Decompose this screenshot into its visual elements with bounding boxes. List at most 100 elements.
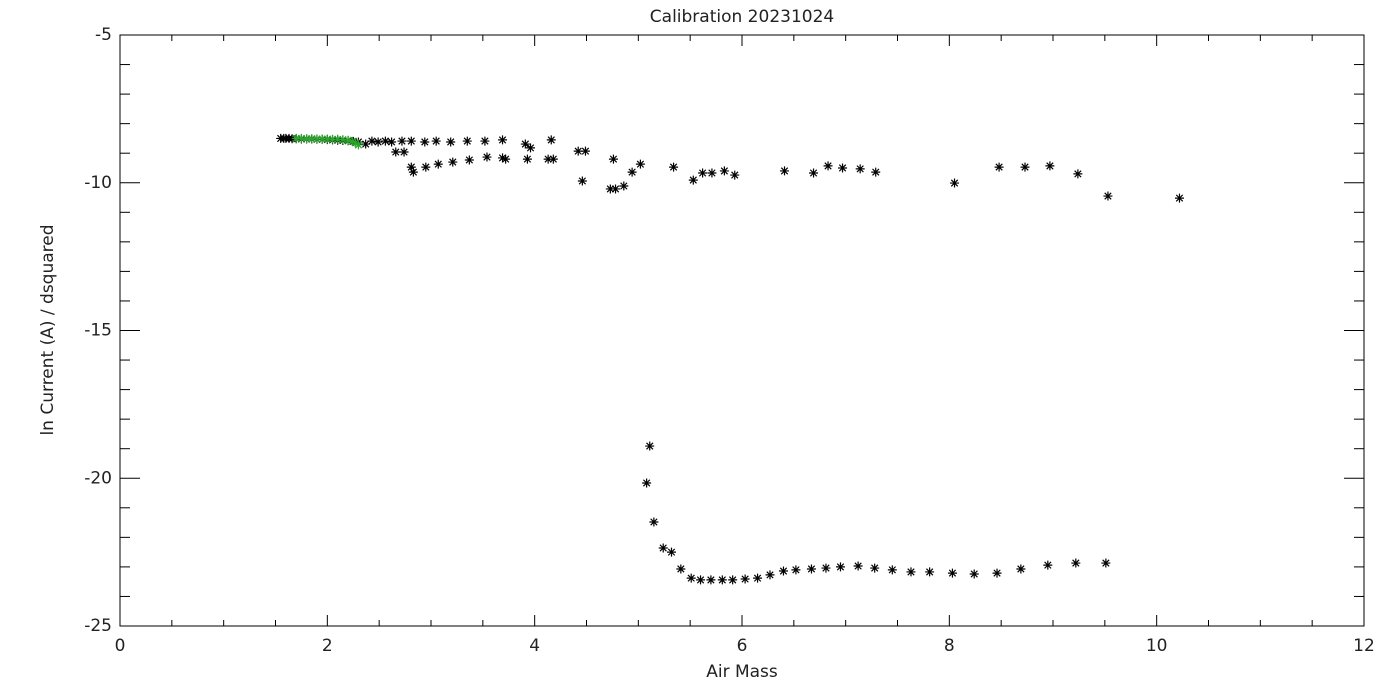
data-point	[667, 547, 677, 557]
data-point	[645, 441, 655, 451]
data-point	[1101, 558, 1111, 568]
data-point	[408, 167, 418, 177]
data-point	[406, 162, 416, 172]
data-point	[627, 167, 637, 177]
data-point	[619, 181, 629, 191]
x-tick-label: 8	[944, 636, 955, 656]
data-point	[717, 575, 727, 585]
data-point	[399, 147, 409, 157]
data-point	[706, 575, 716, 585]
data-point	[498, 135, 508, 145]
data-point	[1073, 169, 1083, 179]
data-point	[611, 184, 621, 194]
data-point	[871, 167, 881, 177]
data-point	[676, 564, 686, 574]
data-point	[1043, 560, 1053, 570]
data-point	[1016, 564, 1026, 574]
data-point	[373, 137, 383, 147]
data-point	[501, 154, 511, 164]
data-point	[605, 184, 615, 194]
data-point	[350, 138, 360, 148]
chart-title: Calibration 20231024	[650, 7, 834, 27]
data-point	[838, 163, 848, 173]
data-point	[855, 164, 865, 174]
data-point	[753, 573, 763, 583]
data-point	[1045, 161, 1055, 171]
data-point	[719, 166, 729, 176]
y-tick-label: -15	[84, 321, 112, 341]
data-point	[347, 136, 357, 146]
x-tick-label: 6	[737, 636, 748, 656]
data-point	[728, 575, 738, 585]
data-point	[1071, 558, 1081, 568]
data-point	[740, 574, 750, 584]
data-point	[353, 140, 363, 150]
data-point	[780, 166, 790, 176]
y-tick-label: -10	[84, 173, 112, 193]
data-point	[307, 134, 317, 144]
data-point	[925, 567, 935, 577]
x-tick-label: 10	[1146, 636, 1168, 656]
data-point	[361, 139, 371, 149]
data-point	[608, 154, 618, 164]
y-tick-label: -20	[84, 468, 112, 488]
data-point	[696, 575, 706, 585]
data-point	[448, 157, 458, 167]
data-point	[649, 517, 659, 527]
data-point	[853, 561, 863, 571]
data-point	[462, 136, 472, 146]
data-point	[573, 146, 583, 156]
data-point	[296, 133, 306, 143]
data-point	[806, 564, 816, 574]
data-point	[580, 146, 590, 156]
data-point	[686, 573, 696, 583]
data-point	[317, 134, 327, 144]
data-point	[367, 136, 377, 146]
data-point	[835, 562, 845, 572]
data-point	[698, 168, 708, 178]
x-tick-label: 12	[1353, 636, 1375, 656]
data-point	[291, 133, 301, 143]
data-point	[387, 137, 397, 147]
data-point	[420, 137, 430, 147]
data-point	[688, 175, 698, 185]
data-point	[421, 162, 431, 172]
data-point	[1020, 162, 1030, 172]
data-point	[328, 134, 338, 144]
data-point	[1174, 193, 1184, 203]
y-axis-label: ln Current (A) / dsquared	[38, 224, 58, 435]
data-point	[778, 566, 788, 576]
x-tick-label: 2	[322, 636, 333, 656]
data-point	[707, 168, 717, 178]
data-point	[791, 565, 801, 575]
data-point	[464, 155, 474, 165]
data-point	[333, 134, 343, 144]
data-point	[406, 136, 416, 146]
y-tick-label: -5	[95, 25, 112, 45]
plot-frame	[119, 34, 1365, 627]
data-point	[397, 136, 407, 146]
data-point	[343, 135, 353, 145]
data-point	[498, 153, 508, 163]
data-point	[312, 134, 322, 144]
data-point	[870, 563, 880, 573]
data-point	[322, 134, 332, 144]
data-point	[577, 176, 587, 186]
data-point	[887, 565, 897, 575]
data-point	[992, 568, 1002, 578]
data-point	[823, 161, 833, 171]
data-point	[809, 168, 819, 178]
data-point	[994, 162, 1004, 172]
data-point	[526, 143, 536, 153]
data-point	[380, 136, 390, 146]
data-point	[482, 152, 492, 162]
data-point	[480, 136, 490, 146]
data-point	[950, 178, 960, 188]
data-point	[543, 154, 553, 164]
data-point	[548, 154, 558, 164]
x-tick-label: 4	[529, 636, 540, 656]
data-point	[302, 134, 312, 144]
data-point	[658, 543, 668, 553]
